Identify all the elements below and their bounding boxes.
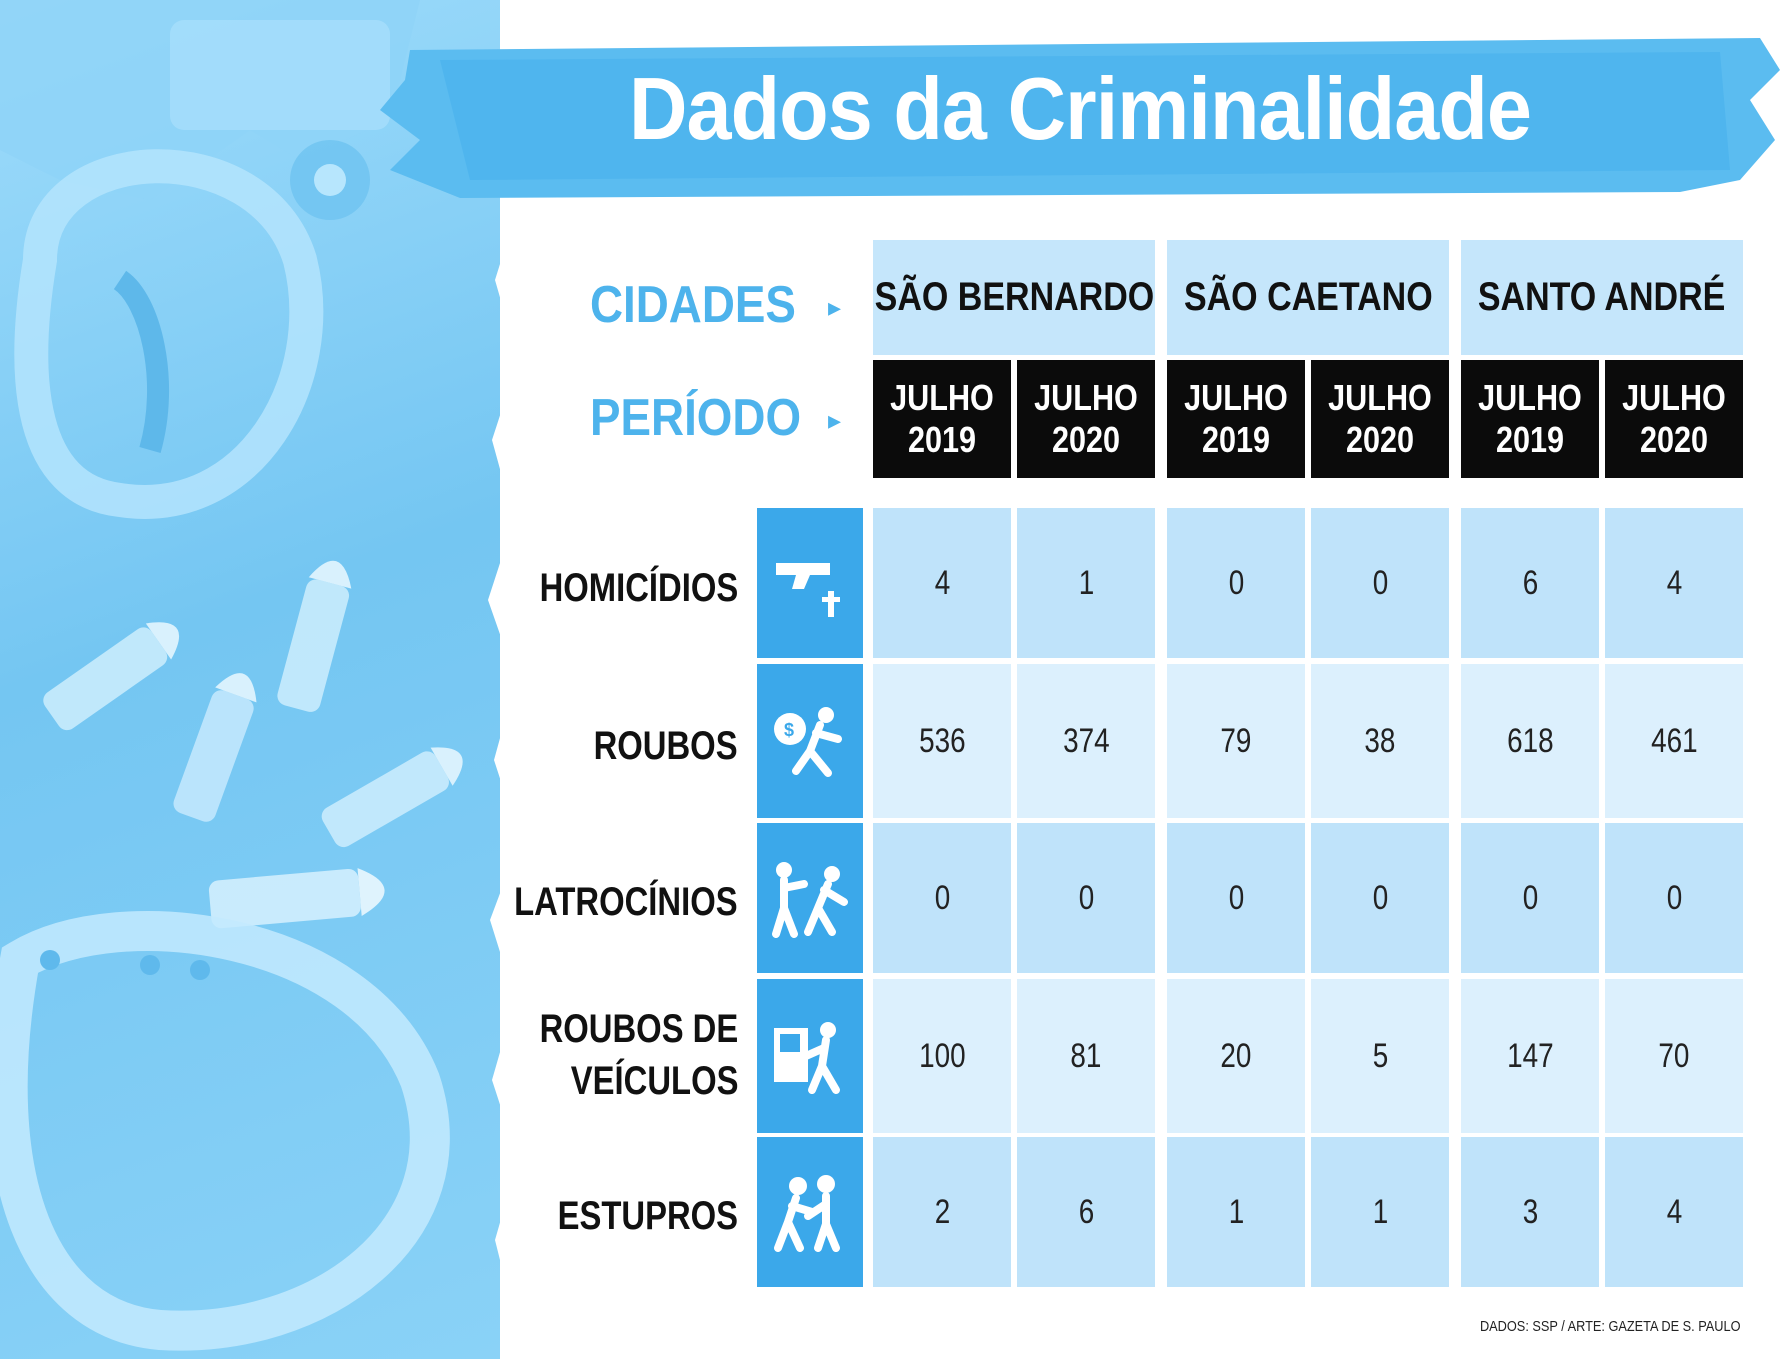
table-cell: 2 <box>873 1137 1011 1287</box>
crime-label-roubos-de-veiculos: ROUBOS DE VEÍCULOS <box>539 1007 738 1103</box>
car-theft-icon <box>757 979 863 1133</box>
table-cell: 6 <box>1017 1137 1155 1287</box>
table-cell: 0 <box>1017 823 1155 973</box>
cities-label: CIDADES <box>590 276 796 334</box>
period-header: JULHO 2019 <box>1461 360 1599 478</box>
period-header: JULHO 2020 <box>1605 360 1743 478</box>
cities-arrow-icon: ▸ <box>828 292 842 322</box>
crime-label-estupros: ESTUPROS <box>557 1194 738 1238</box>
table-cell: 20 <box>1167 979 1305 1133</box>
table-cell: 0 <box>1605 823 1743 973</box>
table-cell: 3 <box>1461 1137 1599 1287</box>
torn-edge-decoration <box>488 0 540 1359</box>
svg-text:$: $ <box>784 720 794 740</box>
table-cell: 100 <box>873 979 1011 1133</box>
table-cell: 6 <box>1461 508 1599 658</box>
period-header: JULHO 2020 <box>1311 360 1449 478</box>
handcuffs-bullets-illustration <box>0 0 463 1351</box>
table-cell: 0 <box>1167 508 1305 658</box>
period-arrow-icon: ▸ <box>828 405 842 435</box>
city-header-sao-bernardo: SÃO BERNARDO <box>873 240 1155 355</box>
title-banner-brush <box>380 38 1780 198</box>
period-label: PERÍODO <box>590 389 802 447</box>
period-header: JULHO 2019 <box>873 360 1011 478</box>
crime-label-latrocinios: LATROCÍNIOS <box>514 880 738 924</box>
table-cell: 0 <box>1311 508 1449 658</box>
robbery-shooting-icon <box>757 823 863 973</box>
period-header: JULHO 2020 <box>1017 360 1155 478</box>
crime-label-roubos: ROUBOS <box>594 724 738 768</box>
table-cell: 618 <box>1461 664 1599 818</box>
table-cell: 4 <box>1605 1137 1743 1287</box>
table-cell: 147 <box>1461 979 1599 1133</box>
table-cell: 0 <box>873 823 1011 973</box>
table-cell: 5 <box>1311 979 1449 1133</box>
table-cell: 70 <box>1605 979 1743 1133</box>
crime-label-homicidios: HOMICÍDIOS <box>539 566 738 610</box>
gun-cross-icon <box>757 508 863 658</box>
table-cell: 0 <box>1461 823 1599 973</box>
thief-moneybag-icon: $ <box>757 664 863 818</box>
table-cell: 374 <box>1017 664 1155 818</box>
city-header-sao-caetano: SÃO CAETANO <box>1167 240 1449 355</box>
table-cell: 38 <box>1311 664 1449 818</box>
page-title: Dados da Criminalidade <box>628 59 1532 158</box>
table-cell: 1 <box>1311 1137 1449 1287</box>
table-cell: 1 <box>1017 508 1155 658</box>
background-photo <box>0 0 520 1359</box>
table-cell: 536 <box>873 664 1011 818</box>
table-cell: 81 <box>1017 979 1155 1133</box>
city-header-santo-andre: SANTO ANDRÉ <box>1461 240 1743 355</box>
credit-text: DADOS: SSP / ARTE: GAZETA DE S. PAULO <box>1479 1318 1740 1335</box>
table-cell: 0 <box>1311 823 1449 973</box>
table-cell: 4 <box>873 508 1011 658</box>
table-cell: 0 <box>1167 823 1305 973</box>
table-cell: 79 <box>1167 664 1305 818</box>
table-cell: 4 <box>1605 508 1743 658</box>
assault-icon <box>757 1137 863 1287</box>
table-cell: 461 <box>1605 664 1743 818</box>
table-cell: 1 <box>1167 1137 1305 1287</box>
period-header: JULHO 2019 <box>1167 360 1305 478</box>
